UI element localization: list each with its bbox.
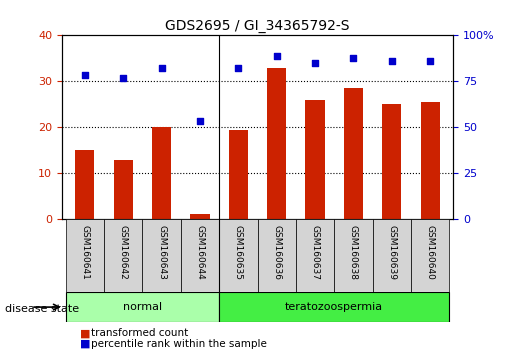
Text: GSM160635: GSM160635 [234, 224, 243, 280]
FancyBboxPatch shape [65, 219, 104, 292]
Text: GSM160636: GSM160636 [272, 224, 281, 280]
FancyBboxPatch shape [219, 292, 450, 322]
Title: GDS2695 / GI_34365792-S: GDS2695 / GI_34365792-S [165, 19, 350, 33]
Bar [421, 102, 440, 219]
Text: disease state: disease state [5, 304, 79, 314]
Point [158, 65, 166, 70]
Text: teratozoospermia: teratozoospermia [285, 302, 383, 312]
Text: GSM160643: GSM160643 [157, 224, 166, 279]
Text: GSM160641: GSM160641 [80, 224, 89, 279]
Point [81, 72, 89, 77]
Point [234, 65, 243, 70]
FancyBboxPatch shape [104, 219, 142, 292]
FancyBboxPatch shape [334, 219, 373, 292]
FancyBboxPatch shape [373, 219, 411, 292]
Bar [382, 104, 401, 219]
Text: GSM160637: GSM160637 [311, 224, 320, 280]
Point [272, 53, 281, 59]
Text: transformed count: transformed count [91, 329, 188, 338]
Point [349, 56, 357, 61]
FancyBboxPatch shape [258, 219, 296, 292]
Bar [152, 127, 171, 219]
Text: GSM160644: GSM160644 [195, 224, 204, 279]
Bar [305, 100, 324, 219]
Bar [229, 130, 248, 219]
Text: GSM160640: GSM160640 [426, 224, 435, 279]
FancyBboxPatch shape [296, 219, 334, 292]
Point [119, 75, 127, 81]
Bar [344, 88, 363, 219]
Text: percentile rank within the sample: percentile rank within the sample [91, 339, 267, 349]
Bar [114, 160, 133, 219]
FancyBboxPatch shape [142, 219, 181, 292]
FancyBboxPatch shape [411, 219, 450, 292]
Text: normal: normal [123, 302, 162, 312]
FancyBboxPatch shape [181, 219, 219, 292]
Text: GSM160639: GSM160639 [387, 224, 397, 280]
Bar [267, 68, 286, 219]
FancyBboxPatch shape [219, 219, 258, 292]
Bar [75, 150, 94, 219]
FancyBboxPatch shape [65, 292, 219, 322]
Point [196, 118, 204, 123]
Point [388, 58, 396, 64]
Text: GSM160638: GSM160638 [349, 224, 358, 280]
Point [426, 58, 434, 64]
Text: ■: ■ [80, 339, 90, 349]
Point [311, 60, 319, 66]
Bar [191, 214, 210, 219]
Text: ■: ■ [80, 329, 90, 338]
Text: GSM160642: GSM160642 [118, 224, 128, 279]
